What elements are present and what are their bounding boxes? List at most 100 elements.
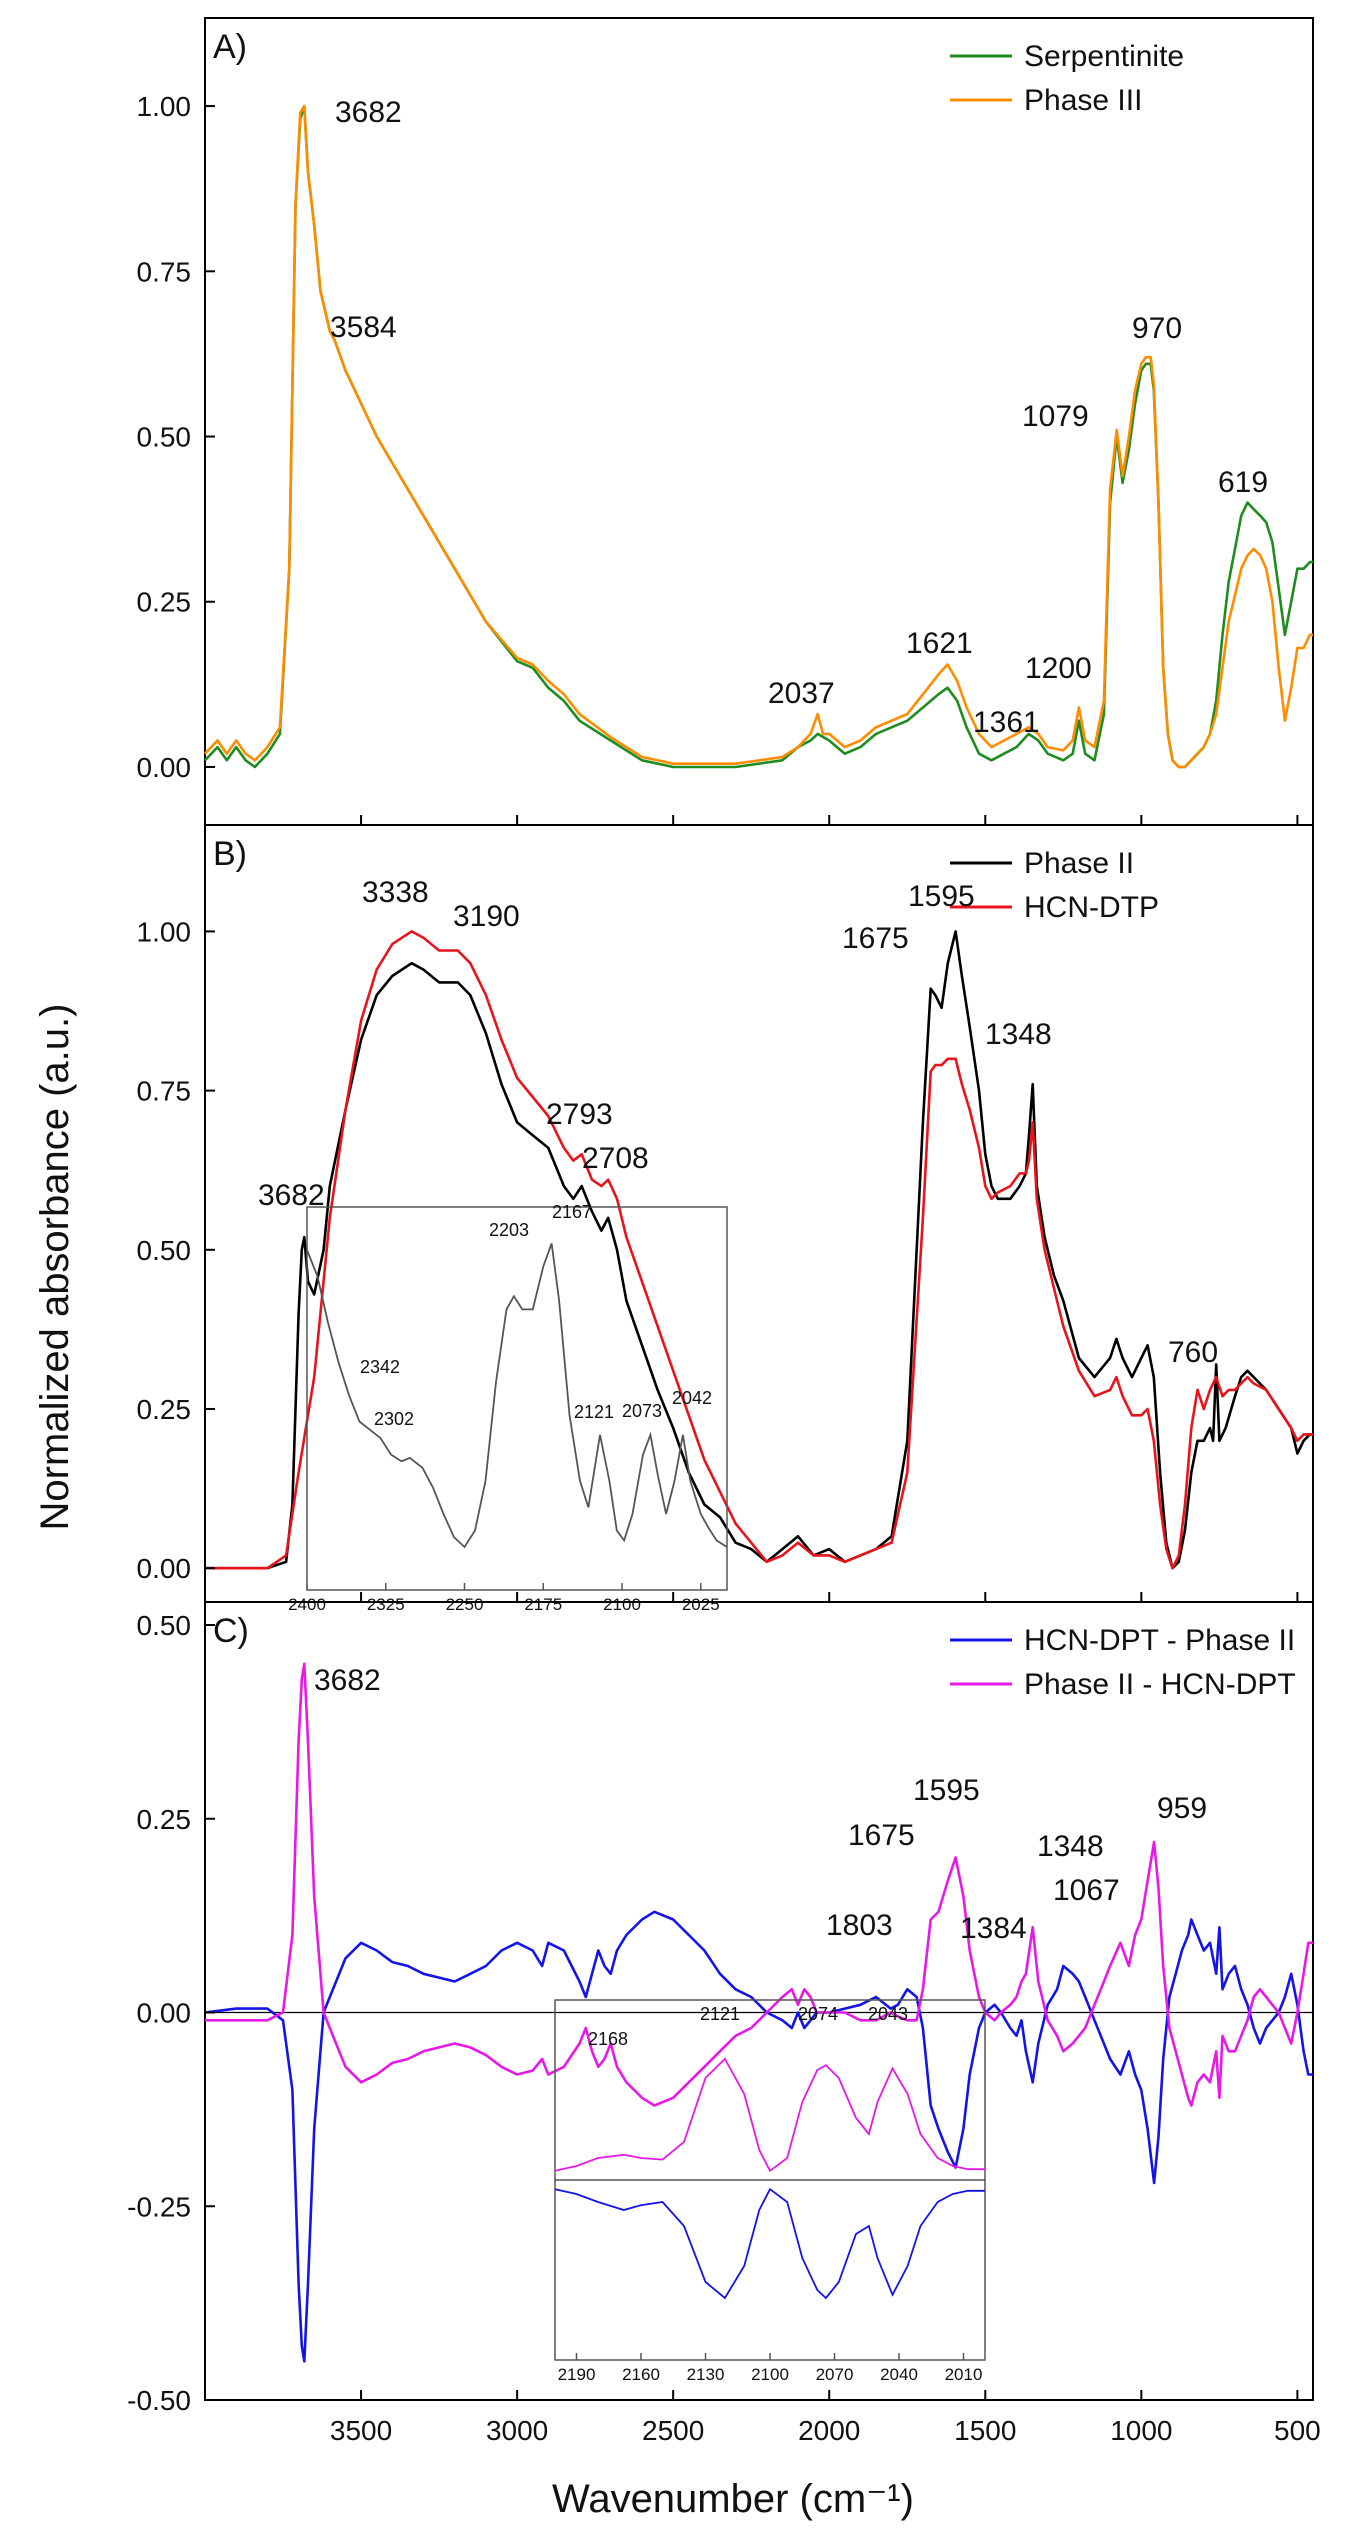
- x-tick-label: 500: [1274, 2415, 1321, 2446]
- inset-x-tick-label: 2070: [816, 2365, 854, 2384]
- panel-a-y-ticks: 0.00 0.25 0.50 0.75 1.00: [137, 91, 215, 783]
- y-tick-label: 1.00: [137, 916, 192, 947]
- panel-b: 0.00 0.25 0.50 0.75 1.00 B) Phase II HCN-DTP…: [137, 824, 1314, 1614]
- y-tick-label: 0.00: [137, 1553, 192, 1584]
- y-tick-label: 0.50: [137, 422, 192, 453]
- peak-label: 3190: [453, 900, 520, 933]
- y-tick-label: 0.50: [137, 1235, 192, 1266]
- peak-label: 760: [1168, 1336, 1218, 1369]
- y-axis-title: Normalized absorbance (a.u.): [33, 1004, 77, 1531]
- inset-peak-label: 2043: [868, 2004, 908, 2024]
- y-tick-label: 0.25: [137, 1394, 192, 1425]
- panel-b-y-ticks: 0.00 0.25 0.50 0.75 1.00: [137, 916, 215, 1584]
- panel-c-y-ticks: 0.50 0.25 0.00 -0.25 -0.50: [127, 1610, 215, 2416]
- panel-c-series: [204, 1662, 1313, 2363]
- panel-a-series: [204, 104, 1313, 769]
- inset-x-tick-label: 2025: [682, 1595, 720, 1614]
- inset-peak-label: 2073: [622, 1401, 662, 1421]
- panel-b-inset-frame: [306, 1206, 728, 1591]
- inset-peak-label: 2168: [588, 2029, 628, 2049]
- inset-x-tick-label: 2100: [603, 1595, 641, 1614]
- inset-x-tick-label: 2010: [945, 2365, 983, 2384]
- inset-series-line-blue: [554, 2187, 985, 2300]
- y-tick-label: -0.50: [127, 2385, 191, 2416]
- panel-a-legend: Serpentinite Phase III: [950, 40, 1184, 117]
- inset-peak-label: 2121: [700, 2004, 740, 2024]
- inset-series-line-magenta: [554, 2057, 985, 2173]
- peak-label: 3682: [335, 96, 402, 129]
- legend-phase-ii: Phase II: [1024, 847, 1134, 880]
- legend-phase-iii: Phase III: [1024, 84, 1142, 117]
- x-tick-label: 2000: [798, 2415, 860, 2446]
- inset-peak-label: 2203: [489, 1220, 529, 1240]
- y-tick-label: 0.75: [137, 1076, 192, 1107]
- inset-x-tick-label: 2100: [751, 2365, 789, 2384]
- panel-a-label: A): [213, 28, 247, 66]
- peak-label: 970: [1132, 312, 1182, 345]
- peak-label: 1200: [1025, 652, 1092, 685]
- x-tick-label: 3000: [486, 2415, 548, 2446]
- panel-b-peak-labels: 3338 3190 1595 1675 1348 2793 2708 3682 …: [258, 876, 1218, 1369]
- y-tick-label: 0.50: [137, 1610, 192, 1641]
- peak-label: 2708: [582, 1142, 649, 1175]
- inset-x-tick-label: 2400: [288, 1595, 326, 1614]
- series-line-hcn-dtp: [205, 930, 1313, 1570]
- peak-label: 1675: [848, 1819, 915, 1852]
- inset-peak-label: 2167: [552, 1202, 592, 1222]
- series-line-phase-ii-hcn-dpt: [205, 1662, 1313, 2107]
- legend-hcn-dtp: HCN-DTP: [1024, 891, 1159, 924]
- x-tick-label: 2500: [642, 2415, 704, 2446]
- inset-x-tick-label: 2175: [524, 1595, 562, 1614]
- panel-a: 0.00 0.25 0.50 0.75 1.00 A) Serpentinite Pha…: [137, 17, 1314, 826]
- peak-label: 3682: [314, 1664, 381, 1697]
- panel-c-inset-peak-labels: 2168 2121 2074 2043: [588, 2004, 908, 2049]
- panel-b-inset-x-ticks: 2400 2325 2250 2175 2100 2025: [288, 1583, 720, 1614]
- peak-label: 1348: [985, 1018, 1052, 1051]
- inset-peak-label: 2074: [798, 2004, 838, 2024]
- x-axis-title: Wavenumber (cm⁻¹): [552, 2477, 914, 2521]
- inset-x-tick-label: 2130: [687, 2365, 725, 2384]
- panel-a-frame: [204, 17, 1314, 826]
- panel-c-inset: 2190 2160 2130 2100 2070 2040 2010 2168 2121 2…: [554, 1999, 986, 2384]
- peak-label: 1595: [913, 1774, 980, 1807]
- peak-label: 1348: [1037, 1830, 1104, 1863]
- peak-label: 3584: [330, 311, 397, 344]
- panel-c-peak-labels: 3682 1595 1675 1803 1384 1348 1067 959: [314, 1664, 1207, 1945]
- panel-c-legend: HCN-DPT - Phase II Phase II - HCN-DPT: [950, 1624, 1296, 1701]
- inset-x-tick-label: 2040: [880, 2365, 918, 2384]
- y-tick-label: 0.00: [137, 752, 192, 783]
- peak-label: 959: [1157, 1792, 1207, 1825]
- y-tick-label: -0.25: [127, 2191, 191, 2222]
- peak-label: 2793: [546, 1098, 613, 1131]
- panel-b-inset-peak-labels: 2342 2302 2203 2167 2121 2073 2042: [360, 1202, 712, 1429]
- panel-b-inset-series: [306, 1243, 728, 1549]
- y-tick-label: 0.25: [137, 1804, 192, 1835]
- inset-peak-label: 2042: [672, 1388, 712, 1408]
- peak-label: 1384: [960, 1912, 1027, 1945]
- legend-serpentinite: Serpentinite: [1024, 40, 1184, 73]
- panel-b-inset: 2400 2325 2250 2175 2100 2025 2342 2302 2203 …: [288, 1202, 728, 1614]
- inset-peak-label: 2302: [374, 1409, 414, 1429]
- panel-b-label: B): [213, 835, 247, 873]
- panel-c-label: C): [213, 1612, 249, 1650]
- peak-label: 3338: [362, 876, 429, 909]
- y-tick-label: 0.25: [137, 587, 192, 618]
- peak-label: 1803: [826, 1909, 893, 1942]
- panel-c: 0.50 0.25 0.00 -0.25 -0.50 C) HCN-DPT - Phas…: [127, 1601, 1314, 2416]
- peak-label: 619: [1218, 466, 1268, 499]
- peak-label: 1361: [973, 706, 1040, 739]
- y-tick-label: 0.00: [137, 1998, 192, 2029]
- peak-label: 1621: [906, 627, 973, 660]
- legend-hcn-dpt-minus-phase-ii: HCN-DPT - Phase II: [1024, 1624, 1295, 1657]
- x-tick-label: 1500: [954, 2415, 1016, 2446]
- inset-peak-label: 2342: [360, 1357, 400, 1377]
- panel-c-inset-series: [554, 2057, 985, 2300]
- x-axis-ticks: 3500 3000 2500 2000 1500 1000 500: [330, 815, 1321, 2446]
- inset-x-tick-label: 2325: [367, 1595, 405, 1614]
- panel-b-series: [205, 930, 1313, 1570]
- panel-c-frame: [204, 1601, 1314, 2401]
- series-line-hcn-dpt-phase-ii: [204, 1910, 1313, 2363]
- panel-b-legend: Phase II HCN-DTP: [950, 847, 1159, 924]
- inset-x-tick-label: 2250: [446, 1595, 484, 1614]
- peak-label: 1079: [1022, 400, 1089, 433]
